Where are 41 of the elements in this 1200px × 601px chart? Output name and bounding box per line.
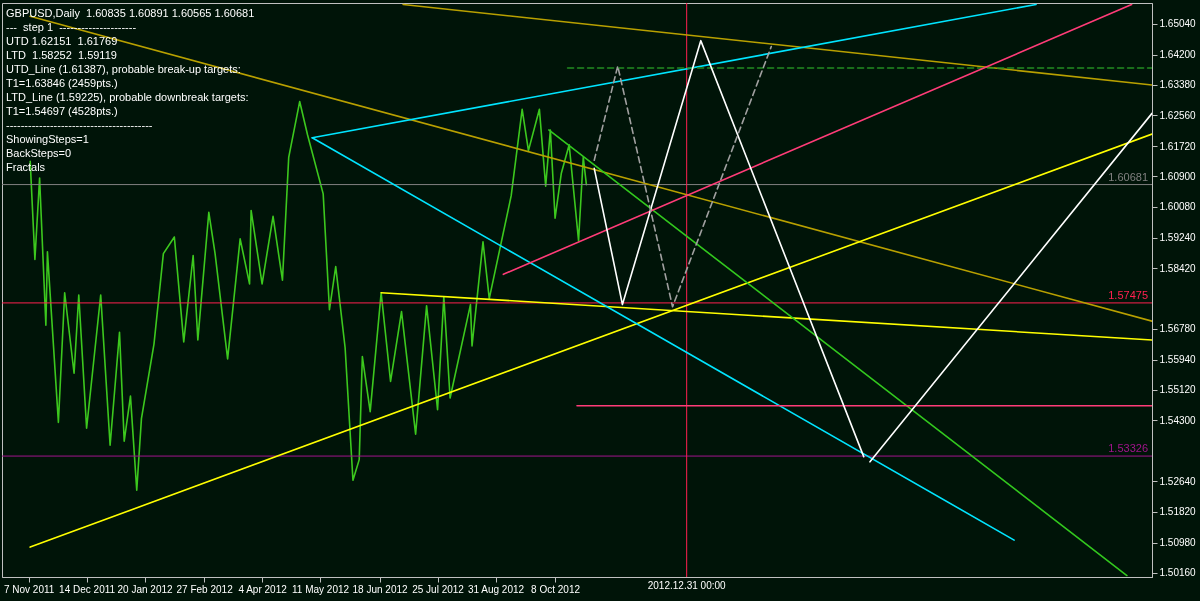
annotation: T1=1.63846 (2459pts.) bbox=[6, 77, 118, 89]
annotation: ---------------------------------------- bbox=[6, 119, 153, 131]
x-tick-label: 20 Jan 2012 bbox=[117, 583, 174, 595]
x-tick-label: 4 Apr 2012 bbox=[238, 583, 288, 595]
y-tick-label: 1.62560 bbox=[1159, 109, 1197, 121]
y-tick-label: 1.56780 bbox=[1159, 323, 1197, 335]
annotation: T1=1.54697 (4528pts.) bbox=[6, 105, 118, 117]
x-tick-label: 18 Jun 2012 bbox=[352, 583, 409, 595]
ref-line-label: 1.60681 bbox=[1108, 170, 1148, 183]
x-tick-label: 11 May 2012 bbox=[292, 583, 350, 595]
y-tick-label: 1.51820 bbox=[1159, 506, 1197, 518]
x-tick-label: 7 Nov 2011 bbox=[3, 583, 55, 595]
y-tick-label: 1.50980 bbox=[1159, 537, 1197, 549]
y-tick-label: 1.55940 bbox=[1159, 354, 1197, 366]
y-tick-label: 1.54300 bbox=[1159, 414, 1197, 426]
y-tick-label: 1.58420 bbox=[1159, 262, 1197, 274]
y-tick-label: 1.50160 bbox=[1159, 567, 1197, 579]
y-tick-label: 1.59240 bbox=[1159, 232, 1197, 244]
y-tick-label: 1.55120 bbox=[1159, 384, 1197, 396]
annotation: LTD_Line (1.59225), probable downbreak targets: bbox=[6, 91, 249, 103]
y-tick-label: 1.61720 bbox=[1159, 140, 1197, 152]
x-tick-label: 14 Dec 2011 bbox=[59, 583, 116, 595]
x-tick-label: 25 Jul 2012 bbox=[412, 583, 465, 595]
annotation: --- step 1 --------------------- bbox=[6, 21, 137, 33]
y-tick-label: 1.65040 bbox=[1159, 18, 1197, 30]
annotation: ShowingSteps=1 bbox=[6, 133, 89, 145]
y-tick-label: 1.64200 bbox=[1159, 49, 1197, 61]
ref-line-label: 1.57475 bbox=[1108, 288, 1148, 301]
x-tick-label: 8 Oct 2012 bbox=[531, 583, 581, 595]
ref-line-label: 1.53326 bbox=[1108, 442, 1148, 455]
y-tick-label: 1.63380 bbox=[1159, 79, 1197, 91]
annotation: LTD 1.58252 1.59119 bbox=[6, 49, 117, 61]
annotation: BackSteps=0 bbox=[6, 147, 72, 159]
chart-title: GBPUSD,Daily 1.60835 1.60891 1.60565 1.60681 bbox=[6, 7, 255, 19]
x-tick-label: 27 Feb 2012 bbox=[176, 583, 234, 595]
annotation: UTD 1.62151 1.61769 bbox=[6, 35, 118, 47]
x-tick-label: 31 Aug 2012 bbox=[467, 583, 525, 595]
y-tick-label: 1.60080 bbox=[1159, 201, 1197, 213]
y-tick-label: 1.52640 bbox=[1159, 475, 1197, 487]
y-tick-label: 1.60900 bbox=[1159, 170, 1197, 182]
ref-line-label: 2012.12.31 00:00 bbox=[647, 580, 727, 591]
